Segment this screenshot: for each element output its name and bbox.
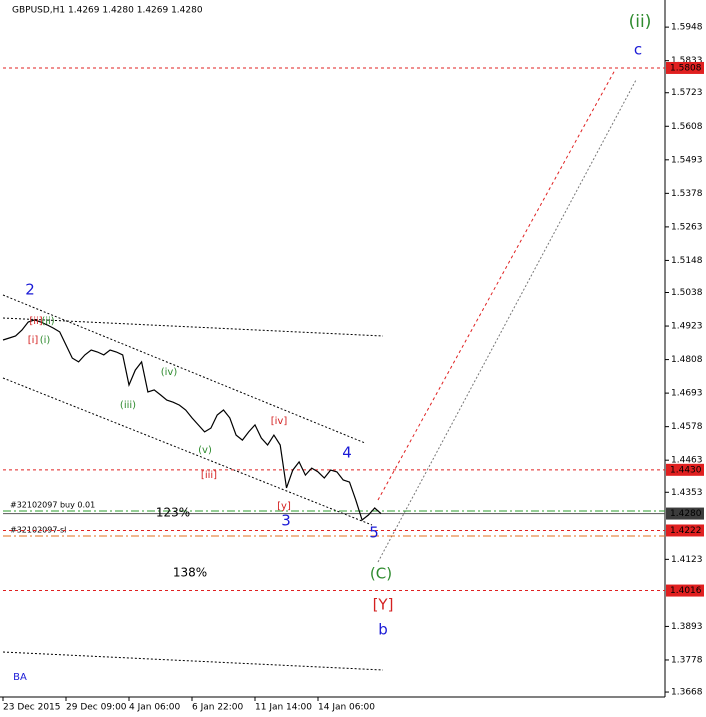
- y-tick-label: 1.5493: [671, 155, 703, 165]
- x-tick-label: 11 Jan 14:00: [255, 703, 312, 713]
- wave-label: (ii): [41, 316, 54, 327]
- wave-label: 3: [281, 512, 291, 530]
- y-tick-label: 1.5608: [671, 122, 703, 132]
- level-label: 1.5808: [670, 63, 702, 73]
- level-box: [666, 61, 704, 74]
- y-tick-label: 1.4578: [671, 422, 703, 432]
- wave-label: [ii]: [29, 316, 42, 327]
- wave-label: (i): [40, 335, 51, 346]
- wave-label: (v): [198, 445, 212, 456]
- y-tick-label: 1.5263: [671, 222, 703, 232]
- wave-label: [iv]: [271, 416, 288, 427]
- channel-lines: [2, 294, 384, 671]
- x-tick-label: 6 Jan 22:00: [192, 703, 244, 713]
- level-label: 1.4222: [670, 526, 702, 536]
- channel-upper: [2, 294, 366, 444]
- level-box: [666, 584, 704, 597]
- y-tick-label: 1.4353: [671, 488, 703, 498]
- wave-label: b: [378, 621, 388, 639]
- chart-title: GBPUSD,H1 1.4269 1.4280 1.4269 1.4280: [12, 6, 203, 16]
- y-tick-label: 1.5833: [671, 56, 703, 66]
- level-box: [666, 463, 704, 476]
- wave-label: (C): [370, 565, 392, 583]
- y-tick-label: 1.4693: [671, 389, 703, 399]
- y-tick-label: 1.4463: [671, 456, 703, 466]
- y-tick-label: 1.5378: [671, 189, 703, 199]
- y-tick-label: 1.5948: [671, 23, 703, 33]
- wave-label: 138%: [173, 566, 207, 580]
- x-tick-label: 14 Jan 06:00: [318, 703, 375, 713]
- x-tick-label: 4 Jan 06:00: [129, 703, 181, 713]
- order-label: #32102097 sl: [10, 526, 66, 535]
- wave-label: 5: [369, 524, 379, 542]
- level-label: 1.4016: [670, 586, 702, 596]
- level-box: [666, 524, 704, 537]
- wave-label: 4: [342, 444, 352, 462]
- x-tick-label: 23 Dec 2015: [3, 703, 61, 713]
- y-tick-label: 1.5723: [671, 88, 703, 98]
- wave-label: (ii): [629, 12, 652, 32]
- order-label: #32102097 buy 0.01: [10, 500, 95, 509]
- price-line: [2, 319, 382, 522]
- wave-label: [y]: [277, 501, 291, 512]
- level-label: 1.4280: [670, 509, 702, 519]
- level-label: 1.4430: [670, 465, 702, 475]
- wave-label: 123%: [156, 506, 190, 520]
- projection-gray: [377, 79, 637, 563]
- wave-label: c: [634, 41, 642, 59]
- x-tick-label: 29 Dec 09:00: [66, 703, 127, 713]
- y-tick-label: 1.5148: [671, 256, 703, 266]
- wave-label: 2: [25, 281, 35, 299]
- wave-label: BA: [13, 672, 27, 683]
- y-tick-label: 1.5038: [671, 288, 703, 298]
- y-tick-label: 1.4923: [671, 322, 703, 332]
- flat-line-lower: [2, 651, 384, 671]
- wave-label: [Y]: [373, 596, 394, 614]
- y-tick-label: 1.3668: [671, 688, 703, 698]
- wave-label: (iv): [161, 367, 178, 378]
- level-box: [666, 507, 704, 520]
- projection-red: [377, 69, 616, 501]
- y-tick-label: 1.4808: [671, 355, 703, 365]
- y-tick-label: 1.3893: [671, 622, 703, 632]
- y-tick-label: 1.3778: [671, 655, 703, 665]
- wave-label: (iii): [120, 400, 136, 411]
- y-tick-label: 1.4123: [671, 555, 703, 565]
- wave-label: [iii]: [201, 470, 217, 481]
- flat-line-upper: [2, 317, 384, 337]
- wave-label: [i]: [28, 335, 39, 346]
